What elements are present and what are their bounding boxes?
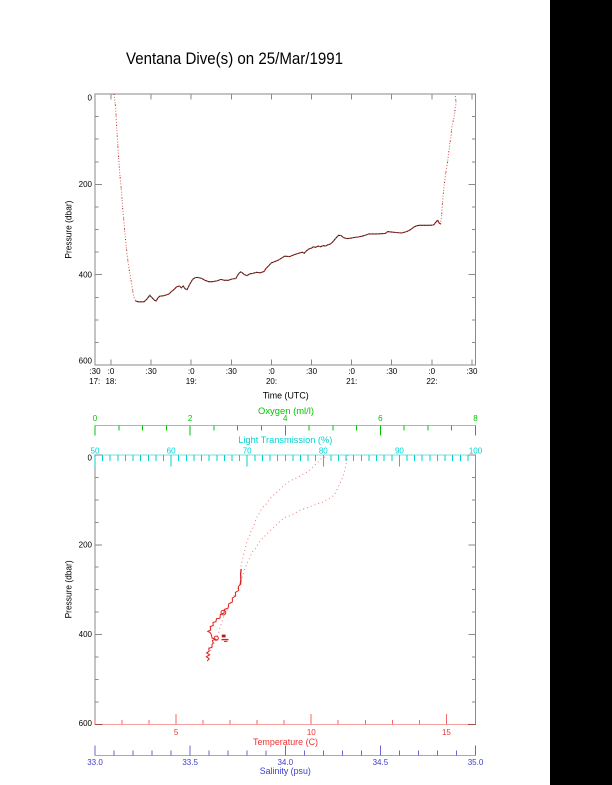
svg-text:21:: 21: xyxy=(346,377,357,386)
svg-text:70: 70 xyxy=(243,447,252,456)
svg-text:Time (UTC): Time (UTC) xyxy=(263,390,309,401)
svg-text::30: :30 xyxy=(226,367,238,376)
svg-text:6: 6 xyxy=(378,414,383,423)
svg-text:Pressure (dbar): Pressure (dbar) xyxy=(64,560,75,618)
svg-text:Salinity (psu): Salinity (psu) xyxy=(260,766,311,777)
svg-text:34.5: 34.5 xyxy=(373,758,389,767)
svg-text::0: :0 xyxy=(268,367,275,376)
svg-text:17:: 17: xyxy=(89,377,100,386)
svg-text:18:: 18: xyxy=(105,377,116,386)
svg-text:10: 10 xyxy=(307,728,316,737)
svg-text:100: 100 xyxy=(469,447,483,456)
svg-text::30: :30 xyxy=(146,367,158,376)
svg-text::30: :30 xyxy=(386,367,398,376)
svg-text:19:: 19: xyxy=(186,377,197,386)
svg-text:0: 0 xyxy=(93,414,98,423)
svg-text::30: :30 xyxy=(466,367,478,376)
svg-text:600: 600 xyxy=(79,357,93,366)
svg-text:Ventana Dive(s) on 25/Mar/1991: Ventana Dive(s) on 25/Mar/1991 xyxy=(126,49,343,68)
svg-text:60: 60 xyxy=(167,447,176,456)
svg-text:8: 8 xyxy=(473,414,478,423)
svg-text:Pressure (dbar): Pressure (dbar) xyxy=(64,201,75,259)
svg-text:80: 80 xyxy=(319,447,328,456)
svg-text::30: :30 xyxy=(306,367,318,376)
svg-text:Light Transmission (%): Light Transmission (%) xyxy=(238,435,332,446)
svg-text:15: 15 xyxy=(442,728,451,737)
svg-text:33.5: 33.5 xyxy=(182,758,198,767)
svg-text:600: 600 xyxy=(79,719,93,728)
svg-text:90: 90 xyxy=(395,447,404,456)
svg-text:Temperature (C): Temperature (C) xyxy=(253,737,318,748)
svg-text:22:: 22: xyxy=(426,377,437,386)
svg-text:400: 400 xyxy=(79,271,93,280)
svg-text:20:: 20: xyxy=(266,377,277,386)
svg-text:400: 400 xyxy=(79,630,93,639)
svg-text::0: :0 xyxy=(348,367,355,376)
svg-text:4: 4 xyxy=(283,414,288,423)
svg-text:50: 50 xyxy=(91,447,100,456)
svg-text:0: 0 xyxy=(88,454,93,463)
svg-text::30: :30 xyxy=(89,367,101,376)
svg-text:33.0: 33.0 xyxy=(87,758,103,767)
svg-text::0: :0 xyxy=(428,367,435,376)
svg-text:200: 200 xyxy=(79,541,93,550)
svg-text::0: :0 xyxy=(188,367,195,376)
svg-text:Oxygen (ml/l): Oxygen (ml/l) xyxy=(258,406,314,417)
svg-text::0: :0 xyxy=(108,367,115,376)
svg-text:35.0: 35.0 xyxy=(468,758,484,767)
svg-text:5: 5 xyxy=(174,728,179,737)
svg-text:200: 200 xyxy=(79,180,93,189)
svg-text:0: 0 xyxy=(88,93,93,102)
svg-text:2: 2 xyxy=(188,414,193,423)
svg-text:34.0: 34.0 xyxy=(277,758,293,767)
